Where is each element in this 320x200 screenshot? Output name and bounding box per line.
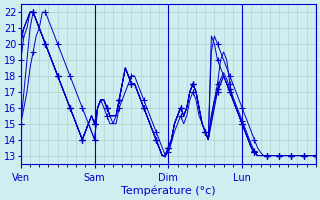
X-axis label: Température (°c): Température (°c) — [121, 185, 216, 196]
